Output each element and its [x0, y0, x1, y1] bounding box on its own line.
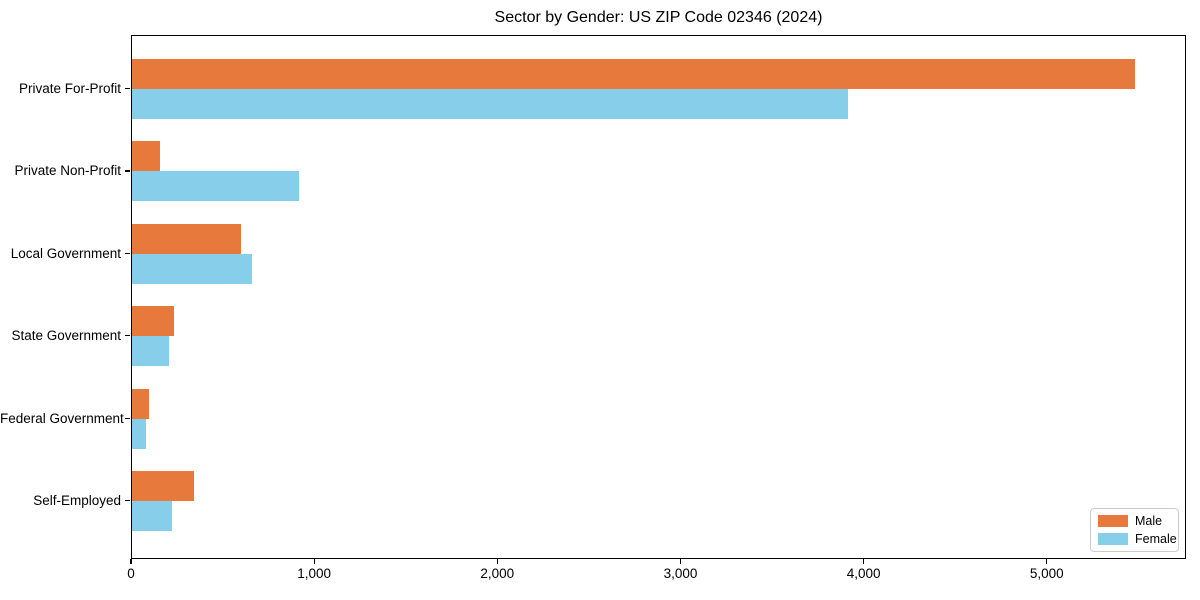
category-label: Local Government [10, 245, 121, 261]
female-bar [132, 171, 299, 202]
y-tick-mark [125, 335, 130, 337]
chart-title: Sector by Gender: US ZIP Code 02346 (202… [494, 9, 823, 26]
y-tick-mark [125, 88, 130, 90]
male-bar [132, 388, 150, 419]
x-tick-mark [863, 559, 865, 564]
female-bar [132, 418, 146, 449]
legend-label-female: Female [1135, 532, 1177, 546]
y-tick-mark [125, 252, 130, 255]
y-tick-mark [125, 170, 130, 172]
x-tick-mark [313, 559, 315, 564]
x-tick-mark [679, 559, 682, 564]
legend-item-male: Male [1098, 515, 1171, 527]
x-tick-mark [1046, 559, 1048, 564]
x-tick-mark [130, 559, 132, 564]
female-bar [132, 89, 849, 119]
x-tick-label: 0 [127, 566, 135, 581]
legend-item-female: Female [1098, 533, 1177, 545]
category-label: Private For-Profit [18, 81, 121, 96]
male-bar [132, 471, 195, 501]
male-bar [132, 59, 1135, 89]
legend-label-male: Male [1135, 514, 1163, 528]
x-tick-label: 5,000 [1029, 566, 1064, 581]
male-bar [132, 141, 160, 172]
category-label: Private Non-Profit [14, 163, 121, 179]
male-series-swatch [1098, 515, 1128, 527]
plot-area [131, 35, 1186, 559]
y-tick-mark [125, 417, 130, 419]
x-tick-label: 2,000 [480, 566, 515, 581]
female-bar [132, 336, 169, 367]
male-bar [132, 223, 241, 254]
male-bar [132, 306, 175, 337]
legend: Male Female [1090, 508, 1179, 552]
female-series-swatch [1098, 533, 1128, 545]
category-label: Federal Government [0, 410, 124, 426]
y-tick-mark [125, 500, 130, 502]
x-tick-label: 3,000 [663, 566, 698, 581]
category-label: Self-Employed [33, 493, 121, 508]
female-bar [132, 253, 252, 284]
x-tick-mark [496, 559, 498, 564]
category-label: State Government [11, 328, 121, 344]
female-bar [132, 501, 173, 531]
x-tick-label: 1,000 [297, 566, 332, 581]
x-tick-label: 4,000 [846, 566, 881, 581]
